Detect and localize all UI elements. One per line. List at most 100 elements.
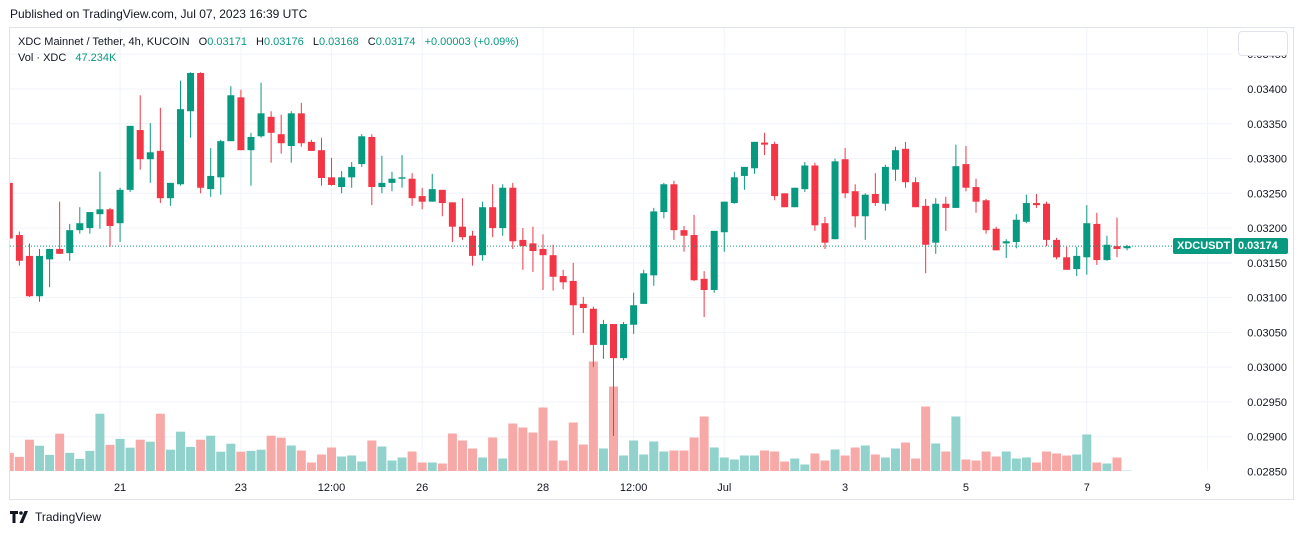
candle-body <box>388 178 396 183</box>
legend-symbol: XDC Mainnet / Tether, 4h, KUCOIN <box>18 36 190 48</box>
candle-body <box>1022 203 1030 222</box>
volume-bar <box>1042 451 1052 471</box>
volume-bar <box>447 433 457 471</box>
volume-bar <box>508 423 518 471</box>
volume-bar <box>226 443 236 471</box>
volume-bar <box>598 448 608 471</box>
volume-bar <box>105 444 115 471</box>
candle-body <box>912 182 920 208</box>
candle-body <box>851 191 859 217</box>
candle-body <box>176 109 184 185</box>
volume-bar <box>45 454 55 471</box>
volume-bar <box>276 437 286 471</box>
volume-bar <box>790 458 800 471</box>
volume-bar <box>880 457 890 471</box>
volume-bar <box>961 459 971 471</box>
symbol-price-tag: XDCUSDT <box>1173 238 1232 255</box>
volume-bar <box>85 450 95 471</box>
volume-bar <box>55 433 65 471</box>
volume-bar <box>165 449 175 471</box>
candle-body <box>36 255 44 297</box>
volume-bar <box>770 451 780 471</box>
volume-bar <box>468 448 478 471</box>
candle-body <box>529 243 537 252</box>
candle-body <box>710 230 718 290</box>
legend-change: +0.00003 (+0.09%) <box>424 36 519 48</box>
candle-body <box>10 182 13 239</box>
volume-bar <box>528 432 538 471</box>
volume-bar <box>548 440 558 471</box>
volume-bar <box>709 447 719 471</box>
candle-body <box>166 182 174 199</box>
volume-bar <box>649 441 659 471</box>
volume-bar <box>24 439 34 471</box>
candle-body <box>307 141 315 151</box>
legend-volume-label: Vol · XDC <box>18 52 67 64</box>
candle-body <box>86 212 94 229</box>
volume-bar <box>840 455 850 471</box>
volume-bar <box>286 445 296 471</box>
candle-body <box>368 136 376 188</box>
volume-bar <box>407 451 417 471</box>
candle-body <box>328 177 336 185</box>
volume-bar <box>679 450 689 471</box>
y-tick-label: 0.03050 <box>1247 327 1287 339</box>
candle-body <box>156 150 164 199</box>
x-tick-label: 7 <box>1084 482 1090 494</box>
x-tick-label: 12:00 <box>620 482 648 494</box>
x-tick-label: 28 <box>537 482 549 494</box>
volume-bar <box>719 457 729 471</box>
volume-bar <box>256 449 266 471</box>
volume-bar <box>115 438 125 471</box>
candle-body <box>740 166 748 176</box>
candle-body <box>267 116 275 133</box>
candle-body <box>831 161 839 240</box>
candle-body <box>358 136 366 165</box>
volume-bar <box>387 460 397 471</box>
candle-body <box>610 324 617 359</box>
volume-bar <box>941 451 951 471</box>
candle-body <box>106 209 114 226</box>
volume-bar <box>931 443 941 471</box>
volume-bar <box>10 452 14 471</box>
candle-body <box>257 113 265 137</box>
volume-bar <box>327 447 337 471</box>
candle-body <box>992 228 1000 251</box>
volume-bar <box>669 450 679 471</box>
candle-body <box>287 113 295 147</box>
candle-body <box>207 175 215 190</box>
volume-bar <box>578 444 588 471</box>
chart-settings-box[interactable] <box>1238 31 1288 56</box>
volume-bar <box>457 440 467 471</box>
volume-bar <box>1001 451 1011 471</box>
candle-body <box>982 200 990 231</box>
tradingview-logo[interactable]: TradingView <box>10 510 101 524</box>
volume-bar <box>689 437 699 471</box>
legend-close-label: C <box>367 36 376 48</box>
candle-body <box>902 148 910 183</box>
volume-bar <box>186 446 196 471</box>
candle-body <box>338 177 346 188</box>
volume-bar <box>619 455 629 471</box>
candle-body <box>1012 219 1020 242</box>
candle-body <box>589 308 597 345</box>
volume-bar <box>125 447 135 471</box>
candle-body <box>660 184 668 213</box>
candle-body <box>549 255 557 277</box>
volume-bar <box>588 361 598 471</box>
x-tick-label: 21 <box>114 482 126 494</box>
candle-body <box>1063 257 1071 270</box>
y-tick-label: 0.03100 <box>1247 293 1287 305</box>
candle-body <box>1053 239 1061 258</box>
candle-body <box>1073 255 1081 270</box>
volume-bar <box>800 464 810 471</box>
candle-body <box>146 152 154 160</box>
volume-bar <box>951 416 961 471</box>
y-tick-label: 0.02950 <box>1247 397 1287 409</box>
volume-bar <box>316 454 326 471</box>
volume-bar <box>155 413 165 471</box>
volume-bar <box>1011 458 1021 471</box>
candle-body <box>46 248 54 260</box>
candle-body <box>750 141 758 169</box>
